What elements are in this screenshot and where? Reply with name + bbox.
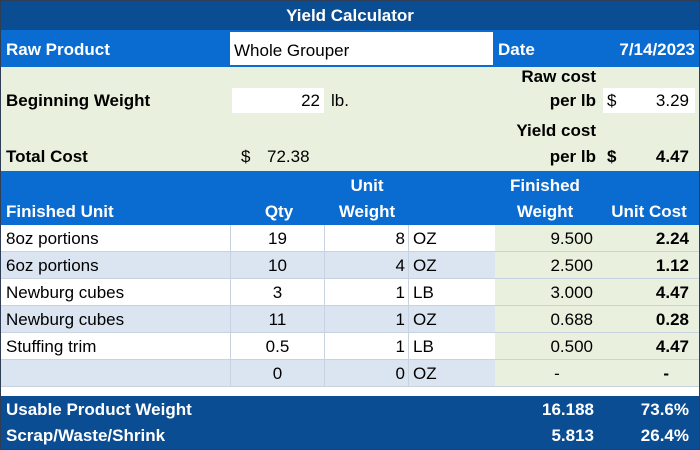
row-finished-weight: -	[495, 360, 599, 387]
date-label: Date	[498, 40, 535, 59]
beginning-weight-label: Beginning Weight	[6, 91, 151, 110]
row-unit-weight[interactable]: 4	[324, 252, 408, 279]
usable-product-percent: 73.6%	[640, 400, 689, 419]
sheet-title: Yield Calculator	[1, 1, 699, 30]
yield-cost-label-line2: per lb	[549, 147, 596, 166]
table-row: Stuffing trim 0.5 1 LB 0.500 4.47	[1, 333, 699, 360]
row-unit-cost: 4.47	[599, 333, 699, 360]
raw-cost-currency: $	[607, 91, 617, 110]
row-name[interactable]: 8oz portions	[1, 225, 230, 252]
row-name[interactable]: Newburg cubes	[1, 279, 230, 306]
row-unit[interactable]: LB	[408, 279, 495, 306]
row-unit[interactable]: OZ	[408, 360, 495, 387]
row-finished-weight: 0.500	[495, 333, 599, 360]
row-unit-cost: -	[599, 360, 699, 387]
row-name[interactable]: Newburg cubes	[1, 306, 230, 333]
row-qty[interactable]: 19	[230, 225, 324, 252]
beginning-weight-unit: lb.	[331, 91, 349, 110]
table-header: Finished Unit Qty Unit Weight Finished W…	[1, 171, 699, 225]
date-value[interactable]: 7/14/2023	[619, 40, 695, 59]
summary-footer: Usable Product Weight 16.188 73.6% Scrap…	[1, 396, 699, 449]
yield-cost-label-line1: Yield cost	[516, 121, 596, 140]
col-unit-weight-line2: Weight	[338, 202, 396, 221]
table-row: 0 0 OZ - -	[1, 360, 699, 387]
row-unit-weight[interactable]: 1	[324, 279, 408, 306]
col-finished-weight-line1: Finished	[510, 176, 580, 195]
total-cost-label: Total Cost	[6, 147, 88, 166]
inputs-section: Beginning Weight 22 lb. Raw cost per lb …	[1, 67, 699, 171]
row-name[interactable]	[1, 360, 230, 387]
usable-product-label: Usable Product Weight	[6, 400, 192, 419]
yield-cost-value: 4.47	[655, 147, 689, 166]
col-qty: Qty	[264, 202, 294, 221]
yield-cost-currency: $	[607, 147, 617, 166]
row-unit-weight[interactable]: 1	[324, 333, 408, 360]
total-cost-value: 72.38	[267, 147, 310, 166]
raw-cost-label-line2: per lb	[549, 91, 596, 110]
scrap-label: Scrap/Waste/Shrink	[6, 426, 166, 445]
raw-cost-value: 3.29	[655, 91, 689, 110]
table-row: 6oz portions 10 4 OZ 2.500 1.12	[1, 252, 699, 279]
total-cost-currency: $	[241, 147, 251, 166]
beginning-weight-input[interactable]: 22	[232, 88, 324, 113]
col-unit-cost: Unit Cost	[611, 202, 687, 221]
table-row: Newburg cubes 3 1 LB 3.000 4.47	[1, 279, 699, 306]
row-finished-weight: 2.500	[495, 252, 599, 279]
row-unit-weight[interactable]: 0	[324, 360, 408, 387]
scrap-percent: 26.4%	[640, 426, 689, 445]
usable-product-weight: 16.188	[542, 400, 594, 419]
raw-product-label: Raw Product	[6, 40, 110, 59]
row-name[interactable]: 6oz portions	[1, 252, 230, 279]
scrap-weight: 5.813	[551, 426, 594, 445]
row-qty[interactable]: 3	[230, 279, 324, 306]
row-qty[interactable]: 0	[230, 360, 324, 387]
row-unit-weight[interactable]: 8	[324, 225, 408, 252]
usable-product-row: Usable Product Weight 16.188 73.6%	[1, 397, 699, 423]
col-finished-unit: Finished Unit	[6, 202, 114, 221]
row-finished-weight: 3.000	[495, 279, 599, 306]
row-unit[interactable]: LB	[408, 333, 495, 360]
row-unit[interactable]: OZ	[408, 306, 495, 333]
row-finished-weight: 9.500	[495, 225, 599, 252]
row-finished-weight: 0.688	[495, 306, 599, 333]
row-unit-cost: 0.28	[599, 306, 699, 333]
row-name[interactable]: Stuffing trim	[1, 333, 230, 360]
row-unit[interactable]: OZ	[408, 225, 495, 252]
header-row: Raw Product Whole Grouper Date 7/14/2023	[1, 30, 699, 67]
table-row: Newburg cubes 11 1 OZ 0.688 0.28	[1, 306, 699, 333]
col-unit-weight-line1: Unit	[350, 176, 384, 195]
row-unit-cost: 1.12	[599, 252, 699, 279]
row-qty[interactable]: 11	[230, 306, 324, 333]
row-qty[interactable]: 0.5	[230, 333, 324, 360]
row-unit[interactable]: OZ	[408, 252, 495, 279]
table-row: 8oz portions 19 8 OZ 9.500 2.24	[1, 225, 699, 252]
raw-product-input[interactable]: Whole Grouper	[230, 32, 493, 65]
row-unit-cost: 4.47	[599, 279, 699, 306]
raw-cost-input[interactable]: $ 3.29	[603, 88, 695, 113]
row-unit-weight[interactable]: 1	[324, 306, 408, 333]
row-unit-cost: 2.24	[599, 225, 699, 252]
raw-cost-label-line1: Raw cost	[521, 67, 596, 86]
scrap-row: Scrap/Waste/Shrink 5.813 26.4%	[1, 423, 699, 449]
col-finished-weight-line2: Weight	[516, 202, 574, 221]
row-qty[interactable]: 10	[230, 252, 324, 279]
